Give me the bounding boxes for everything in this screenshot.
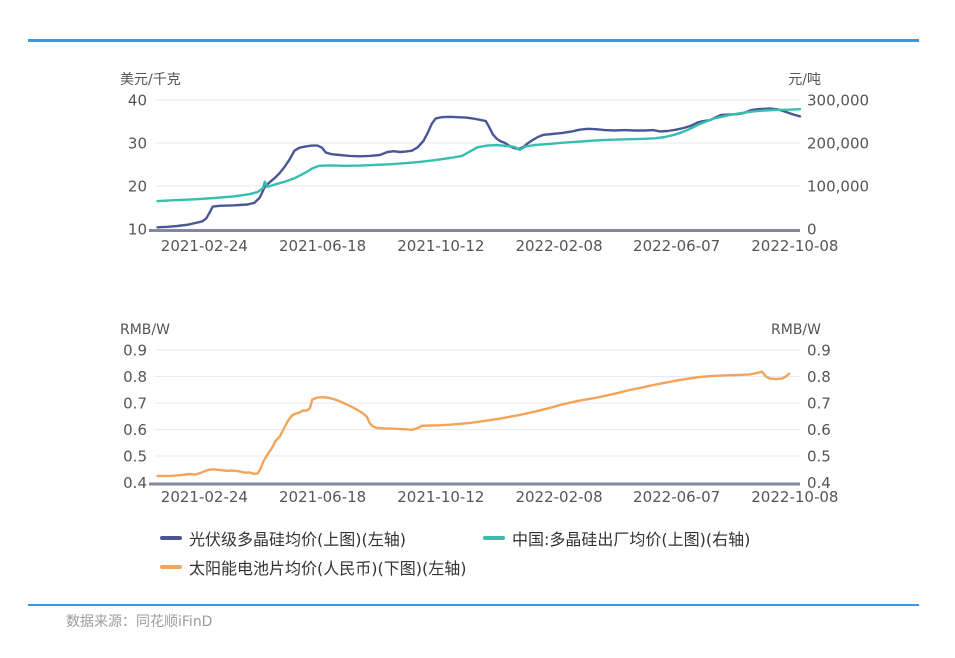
x-tick-label: 2022-02-08: [515, 237, 602, 255]
x-tick-label: 2021-06-18: [279, 237, 366, 255]
x-tick-label: 2021-02-24: [161, 237, 248, 255]
left-y-tick-label: 40: [128, 92, 147, 110]
right-y-tick-label: 0.9: [807, 342, 831, 360]
right-y-tick-label: 300,000: [807, 92, 869, 110]
x-tick-label: 2021-02-24: [161, 488, 248, 506]
left-y-tick-label: 0.7: [123, 395, 147, 413]
left-y-tick-label: 0.6: [123, 421, 147, 439]
right-y-tick-label: 0.8: [807, 368, 831, 386]
legend-dash-icon: [160, 535, 182, 540]
legend-label: 光伏级多晶硅均价(上图)(左轴): [189, 529, 406, 549]
x-tick-label: 2022-10-08: [751, 488, 838, 506]
right-axis-unit-label: 元/吨: [788, 72, 821, 88]
left-y-tick-label: 20: [128, 178, 147, 196]
chart-legend: 光伏级多晶硅均价(上图)(左轴) 中国:多晶硅出厂均价(上图)(右轴) 太阳能电…: [160, 523, 750, 581]
legend-item-solar-cell: 太阳能电池片均价(人民币)(下图)(左轴): [160, 555, 466, 579]
left-y-tick-label: 10: [128, 221, 147, 239]
x-tick-label: 2021-10-12: [397, 488, 484, 506]
left-y-tick-label: 0.4: [123, 474, 147, 492]
left-y-tick-label: 0.8: [123, 368, 147, 386]
right-y-tick-label: 0.4: [807, 474, 831, 492]
x-tick-label: 2022-06-07: [633, 237, 720, 255]
solar-cell-price-chart: RMB/W RMB/W 0.9 0.9 0.8 0.8 0.7 0.7 0.6 0.6 0.5 0.5…: [120, 322, 838, 506]
footer-divider: [28, 604, 919, 606]
right-y-tick-label: 200,000: [807, 135, 869, 153]
right-axis-unit-label: RMB/W: [771, 322, 821, 338]
legend-row: 光伏级多晶硅均价(上图)(左轴) 中国:多晶硅出厂均价(上图)(右轴): [160, 523, 750, 552]
top-divider: [28, 39, 919, 42]
right-y-tick-label: 0.5: [807, 448, 831, 466]
right-y-tick-label: 100,000: [807, 178, 869, 196]
x-tick-label: 2021-06-18: [279, 488, 366, 506]
data-source-label: 数据来源：同花顺iFinD: [66, 614, 213, 630]
left-y-tick-label: 0.9: [123, 342, 147, 360]
series-line-polysilicon-usd: [156, 107, 802, 229]
x-tick-label: 2022-10-08: [751, 237, 838, 255]
right-y-tick-label: 0: [807, 221, 817, 239]
left-y-tick-label: 30: [128, 135, 147, 153]
right-y-tick-label: 0.6: [807, 421, 831, 439]
legend-row: 太阳能电池片均价(人民币)(下图)(左轴): [160, 552, 750, 581]
series-line-solar-cell: [156, 370, 791, 478]
legend-item-polysilicon-usd: 光伏级多晶硅均价(上图)(左轴): [160, 526, 483, 550]
legend-dash-icon: [483, 535, 505, 540]
series-line-polysilicon-cny: [156, 108, 802, 203]
x-tick-label: 2021-10-12: [397, 237, 484, 255]
legend-label: 太阳能电池片均价(人民币)(下图)(左轴): [189, 558, 467, 578]
legend-dash-icon: [160, 564, 182, 569]
left-axis-unit-label: RMB/W: [120, 322, 170, 338]
legend-label: 中国:多晶硅出厂均价(上图)(右轴): [512, 529, 751, 549]
legend-item-polysilicon-cny: 中国:多晶硅出厂均价(上图)(右轴): [483, 526, 750, 550]
right-y-tick-label: 0.7: [807, 395, 831, 413]
x-tick-label: 2022-06-07: [633, 488, 720, 506]
left-axis-unit-label: 美元/千克: [120, 72, 181, 88]
x-tick-label: 2022-02-08: [515, 488, 602, 506]
left-y-tick-label: 0.5: [123, 448, 147, 466]
